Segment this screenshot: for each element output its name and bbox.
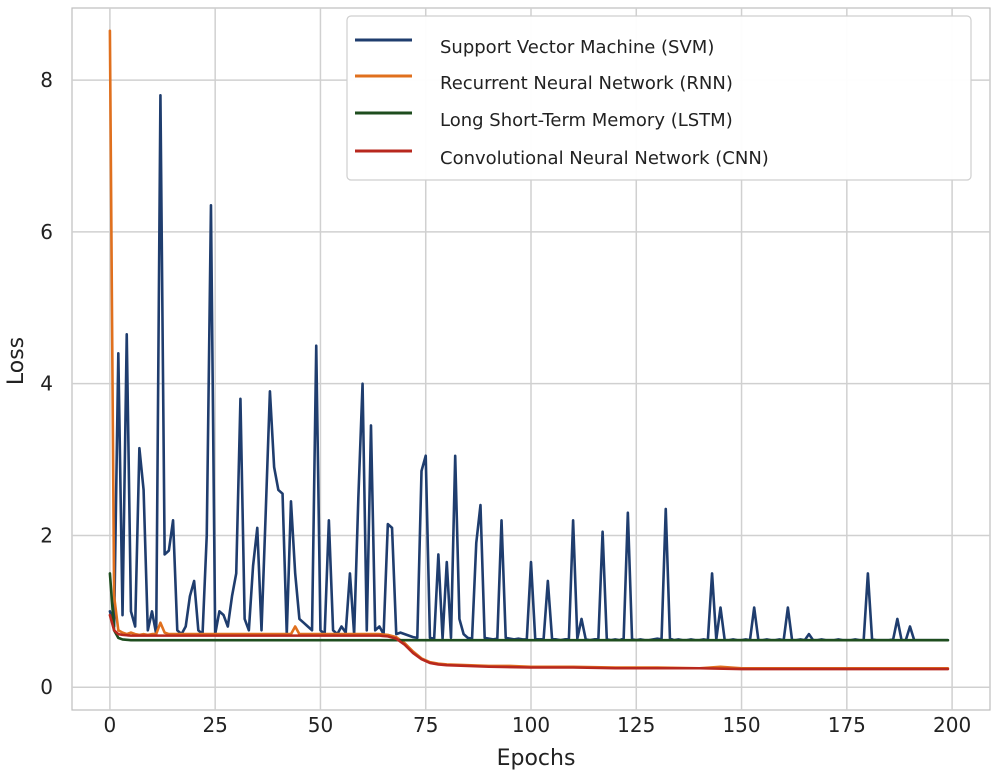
x-tick-label-200: 200 bbox=[933, 713, 971, 737]
series-line-cnn bbox=[108, 613, 950, 671]
x-tick-label-50: 50 bbox=[308, 713, 333, 737]
y-tick-label-0: 0 bbox=[40, 675, 53, 699]
legend-label-svm: Support Vector Machine (SVM) bbox=[440, 37, 714, 58]
y-tick-labels: 0 2 4 6 8 bbox=[40, 68, 53, 699]
x-tick-label-25: 25 bbox=[202, 713, 227, 737]
x-tick-label-175: 175 bbox=[828, 713, 866, 737]
legend: Support Vector Machine (SVM) Recurrent N… bbox=[346, 15, 972, 181]
y-axis-label: Loss bbox=[4, 337, 29, 385]
legend-box bbox=[346, 15, 972, 181]
legend-label-rnn: Recurrent Neural Network (RNN) bbox=[440, 73, 733, 94]
legend-label-lstm: Long Short-Term Memory (LSTM) bbox=[440, 110, 733, 131]
y-tick-label-8: 8 bbox=[40, 68, 53, 92]
series-line-svm bbox=[108, 93, 950, 642]
x-axis-label: Epochs bbox=[497, 746, 576, 771]
x-tick-label-100: 100 bbox=[512, 713, 550, 737]
x-tick-label-150: 150 bbox=[722, 713, 760, 737]
series-line-lstm bbox=[108, 572, 950, 642]
y-tick-label-2: 2 bbox=[40, 523, 53, 547]
x-tick-labels: 0 25 50 75 100 125 150 175 200 bbox=[104, 713, 972, 737]
x-tick-label-0: 0 bbox=[104, 713, 117, 737]
y-tick-label-4: 4 bbox=[40, 372, 53, 396]
x-tick-label-125: 125 bbox=[617, 713, 655, 737]
legend-label-cnn: Convolutional Neural Network (CNN) bbox=[440, 148, 769, 169]
y-tick-label-6: 6 bbox=[40, 220, 53, 244]
series-lines bbox=[108, 29, 950, 671]
x-tick-label-75: 75 bbox=[413, 713, 438, 737]
